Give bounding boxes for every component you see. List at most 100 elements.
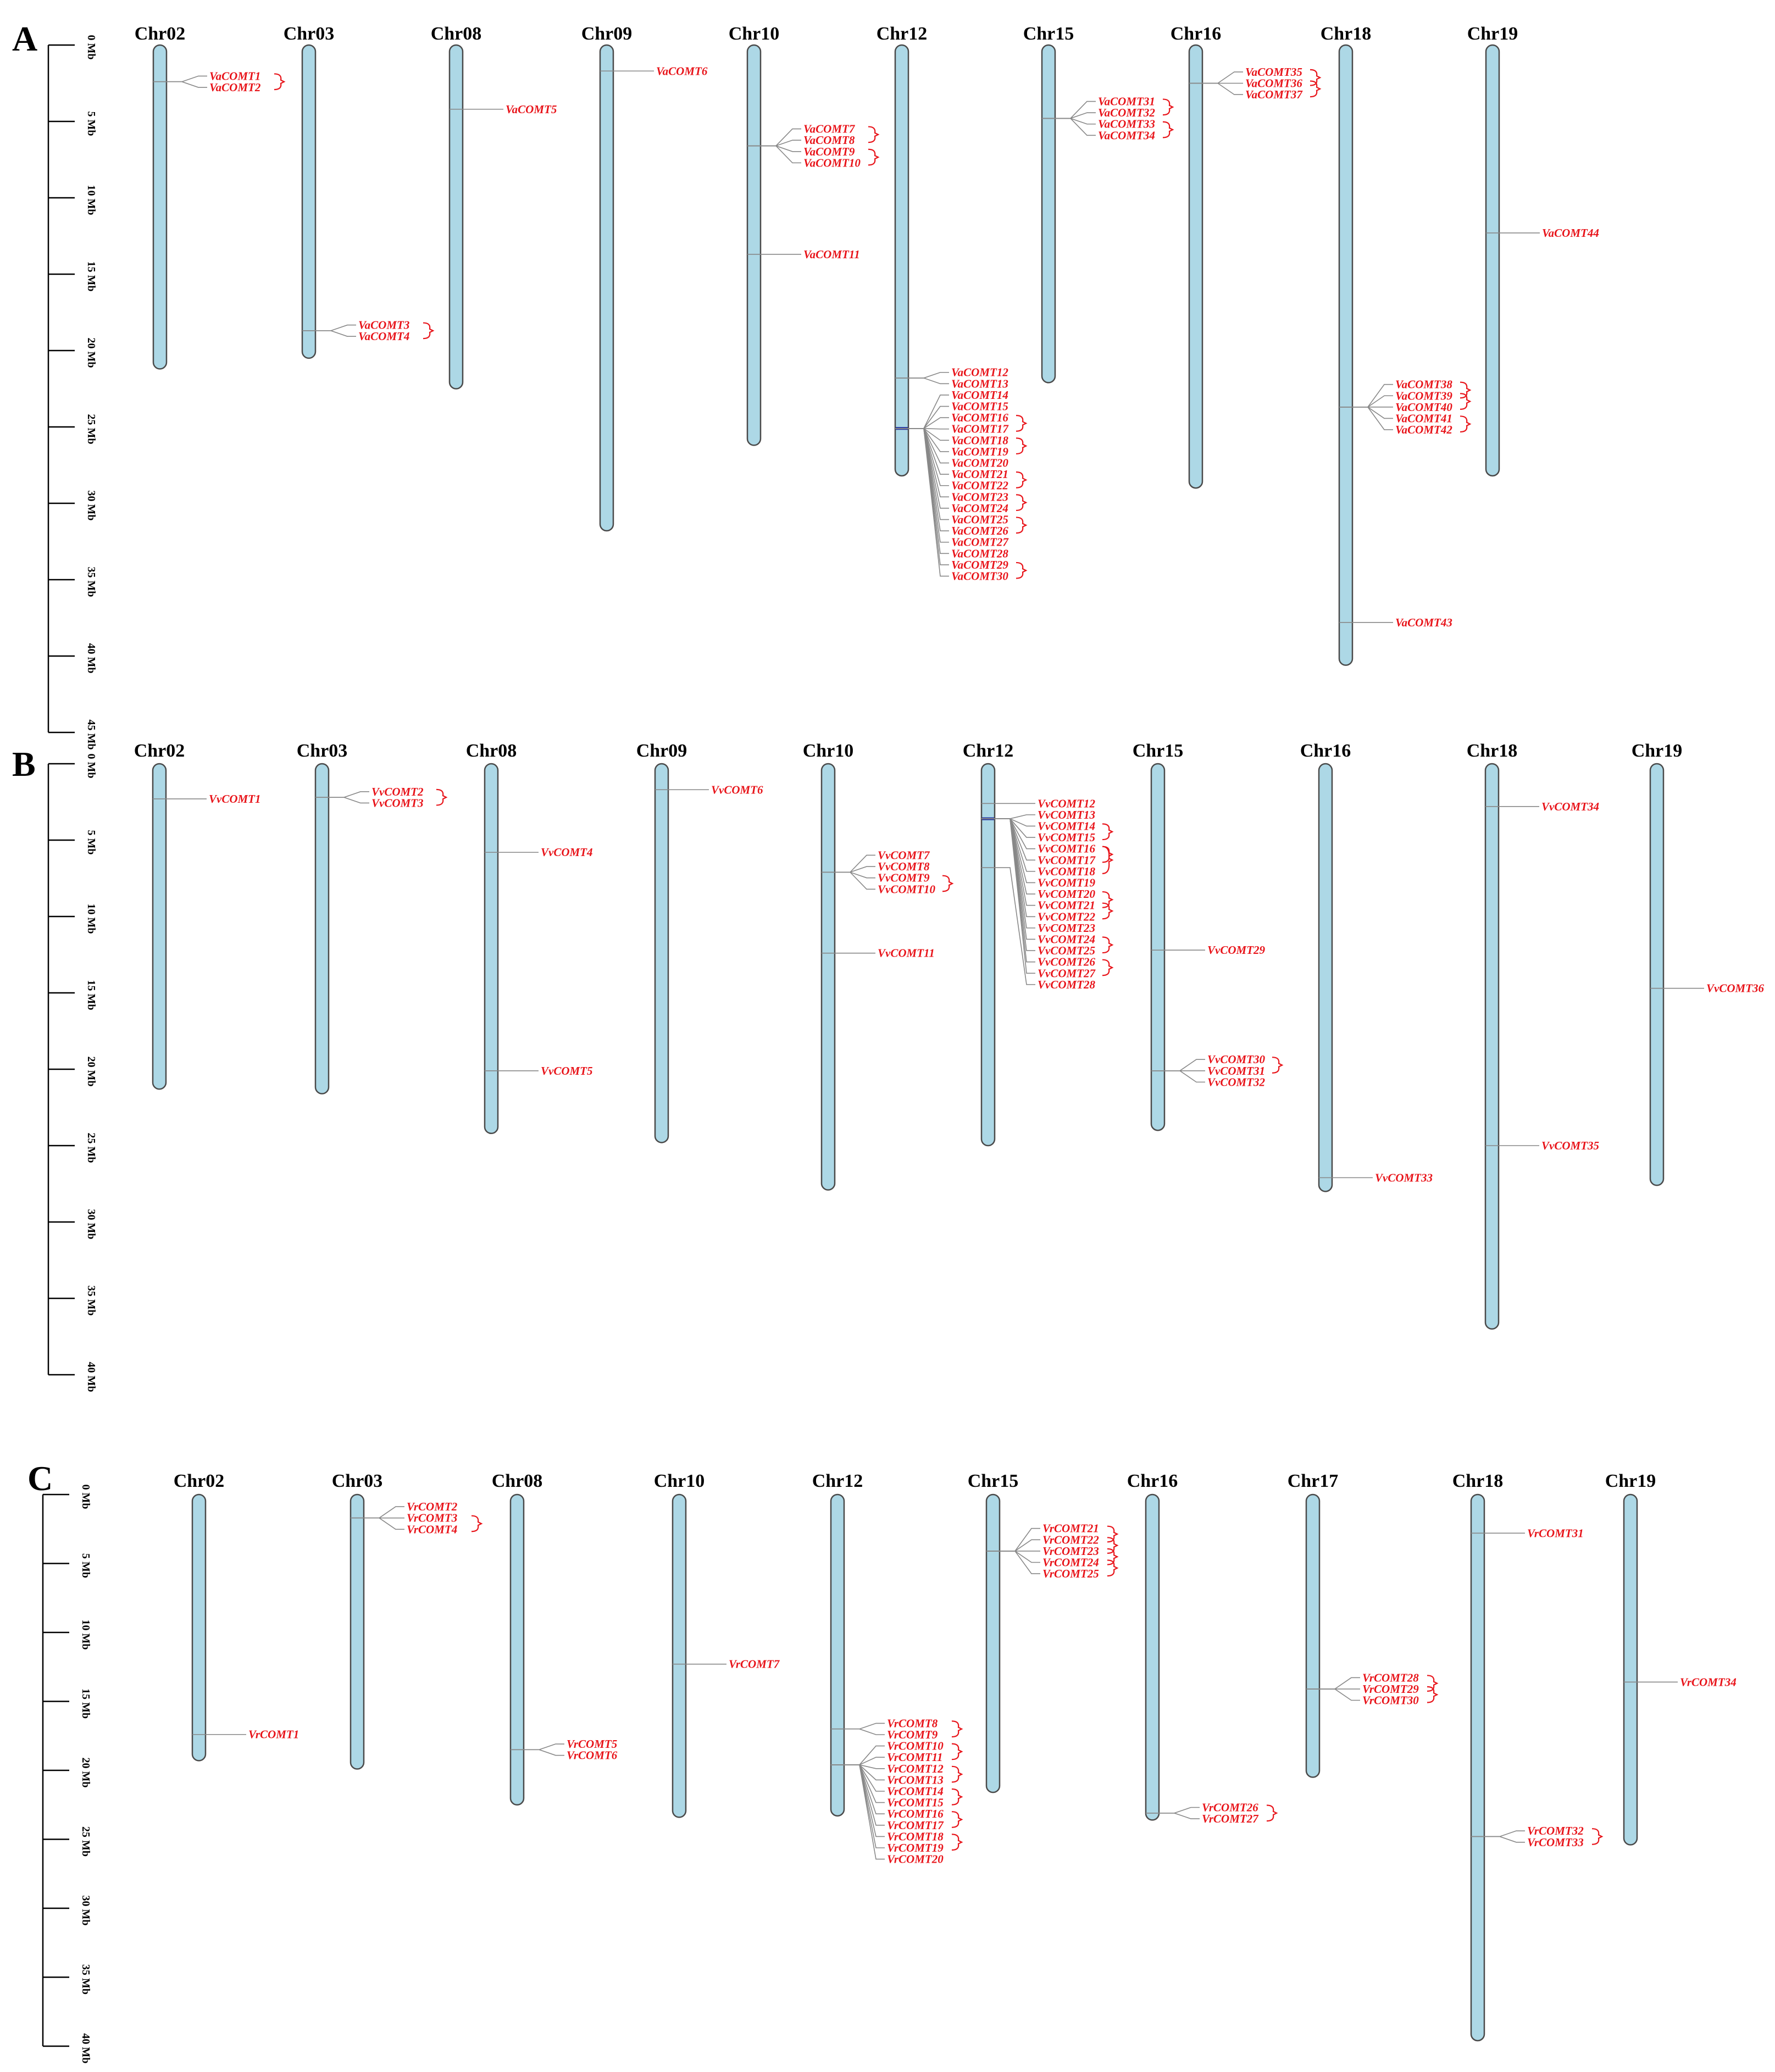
gene-label: VrCOMT8 [887,1717,938,1730]
gene-label: VaCOMT42 [1395,423,1452,436]
chromosome-chr19: Chr19 VaCOMT44 [1467,24,1599,477]
scale-tick-label: 25 Mb [80,1826,92,1857]
gene-leader-line [747,145,801,164]
chromosome-label: Chr18 [1467,741,1518,761]
chromosome-label: Chr12 [877,24,928,44]
chromosome-chr02: Chr02 VrCOMT1 [174,1471,299,1762]
gene-label: VaCOMT29 [951,558,1008,571]
gene-label: VvCOMT7 [878,848,930,862]
gene-label: VaCOMT6 [656,64,708,77]
chromosome-bar [980,763,996,1147]
chromosome-bar [599,44,614,532]
gene-label: VaCOMT11 [803,248,860,261]
gene-label: VvCOMT12 [1038,797,1096,810]
duplication-brace [1102,936,1114,954]
gene-label: VrCOMT20 [887,1853,944,1866]
gene-label: VvCOMT22 [1038,910,1096,923]
gene-label: VvCOMT34 [1541,800,1599,813]
gene-label: VvCOMT29 [1207,943,1266,957]
duplication-brace [1310,80,1322,98]
gene-label: VrCOMT19 [887,1841,944,1854]
gene-label: VvCOMT21 [1038,899,1095,912]
gene-label: VaCOMT12 [951,366,1008,379]
duplication-brace [1272,1057,1284,1074]
gene-label: VaCOMT26 [951,524,1008,537]
scale-tick-label: 30 Mb [85,1209,97,1240]
chromosome-bar [484,763,499,1135]
gene-label: VrCOMT22 [1042,1533,1099,1546]
gene-label: VaCOMT31 [1098,95,1155,108]
gene-label: VrCOMT14 [887,1785,944,1798]
gene-label: VvCOMT13 [1038,808,1095,821]
chromosome-chr09: Chr09 VvCOMT6 [636,741,763,1143]
chromosome-label: Chr17 [1288,1471,1339,1491]
gene-label: VrCOMT33 [1527,1836,1584,1849]
chromosome-label: Chr12 [963,741,1014,761]
scale-tick-label: 0 Mb [85,35,97,60]
gene-label: VaCOMT14 [951,388,1008,402]
gene-label: VaCOMT1 [209,69,260,82]
duplication-brace [1016,562,1028,579]
duplication-brace [1460,393,1472,410]
gene-leader-line [822,871,875,890]
duplication-brace [471,1515,483,1532]
chromosome-bar [301,44,317,359]
gene-label: VrCOMT23 [1042,1545,1099,1558]
gene-label: VvCOMT24 [1038,932,1095,946]
gene-label: VrCOMT3 [407,1512,457,1525]
gene-label: VrCOMT15 [887,1796,944,1809]
gene-label: VrCOMT17 [887,1819,944,1832]
gene-label: VrCOMT32 [1527,1824,1584,1837]
gene-label: VvCOMT2 [371,785,424,798]
gene-label: VrCOMT34 [1680,1675,1737,1688]
scale-tick-label: 0 Mb [80,1485,92,1509]
gene-leader-line [1146,1813,1200,1819]
gene-label: VvCOMT30 [1207,1053,1266,1066]
gene-label: VaCOMT39 [1395,389,1452,402]
duplication-brace [436,788,448,806]
chromosome-bar [820,763,836,1191]
gene-label: VvCOMT8 [878,860,930,873]
duplication-brace [423,322,435,340]
gene-label: VrCOMT16 [887,1807,944,1820]
chromosome-label: Chr02 [174,1471,225,1491]
chromosome-label: Chr08 [492,1471,543,1491]
chromosome-label: Chr03 [297,741,348,761]
chromosome-chr08: Chr08 VaCOMT5 [431,24,557,390]
duplication-brace [1016,494,1028,512]
panel-letter: B [12,745,36,784]
gene-leader-line [831,1764,885,1860]
scale-tick-label: 10 Mb [85,904,97,934]
duplication-brace [868,148,880,166]
gene-label: VvCOMT1 [209,792,261,806]
gene-label: VvCOMT15 [1038,831,1095,844]
gene-label: VvCOMT25 [1038,944,1095,957]
chromosome-bar [509,1493,525,1806]
gene-label: VaCOMT5 [506,103,557,116]
chromosome-bar [1623,1493,1638,1846]
gene-label: VvCOMT10 [878,882,936,896]
gene-label: VaCOMT37 [1245,88,1303,101]
gene-label: VaCOMT19 [951,445,1008,458]
gene-label: VrCOMT7 [729,1658,780,1671]
panel-a: A 0 Mb 5 Mb 10 Mb 15 Mb 20 Mb 25 Mb 30 Mb 35 Mb 4… [12,19,1599,750]
duplication-brace [1427,1686,1439,1703]
chromosome-label: Chr02 [135,24,186,44]
gene-leader-line [831,1728,885,1735]
gene-label: VaCOMT10 [803,156,861,169]
gene-leader-line [981,818,1035,974]
gene-leader-line [302,330,356,337]
scale-tick-label: 25 Mb [85,1133,97,1163]
duplication-brace [1310,69,1322,86]
scale-tick-label: 15 Mb [85,980,97,1010]
gene-label: VrCOMT10 [887,1740,944,1753]
scale-tick-label: 10 Mb [85,185,97,215]
chromosome-bar [1485,44,1500,477]
gene-leader-line [986,1551,1040,1574]
chromosome-bar [152,763,167,1090]
gene-label: VaCOMT40 [1395,401,1452,414]
